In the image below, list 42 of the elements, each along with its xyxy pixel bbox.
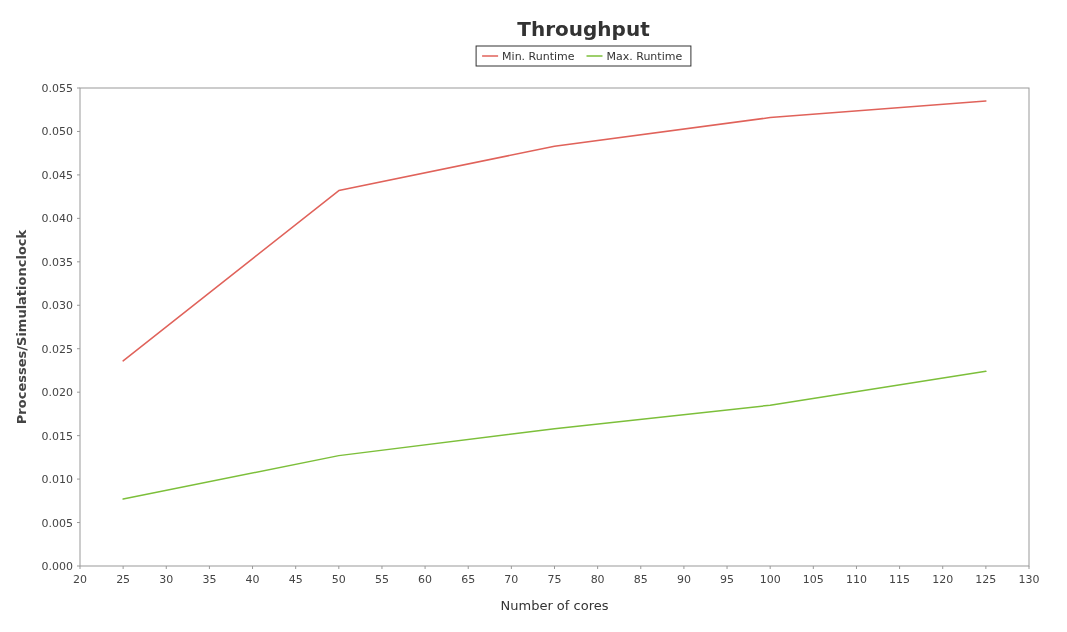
x-tick-label: 115: [889, 573, 911, 586]
x-tick-label: 80: [590, 573, 605, 586]
x-tick-label: 85: [633, 573, 648, 586]
x-tick-label: 45: [288, 573, 303, 586]
legend-label: Min. Runtime: [502, 50, 575, 63]
y-axis-title: Processes/Simulationclock: [14, 229, 29, 425]
y-tick-label: 0.005: [41, 516, 73, 530]
y-tick-label: 0.030: [41, 299, 73, 313]
x-tick-label: 20: [73, 573, 87, 586]
x-tick-label: 75: [547, 573, 562, 586]
x-tick-label: 120: [932, 573, 954, 586]
y-tick-label: 0.045: [41, 168, 73, 182]
y-tick-label: 0.035: [41, 255, 73, 269]
x-tick-label: 90: [676, 573, 691, 586]
y-tick-label: 0.055: [41, 82, 73, 95]
x-tick-label: 100: [759, 573, 781, 586]
x-tick-label: 25: [116, 573, 131, 586]
x-tick-label: 30: [159, 573, 174, 586]
x-tick-label: 125: [975, 573, 997, 586]
y-tick-label: 0.025: [41, 342, 73, 356]
line-series: [122, 100, 987, 362]
x-axis-title: Number of cores: [500, 598, 609, 613]
y-tick-label: 0.015: [41, 429, 73, 443]
x-tick-label: 105: [802, 573, 824, 586]
y-tick-label: 0.020: [41, 386, 73, 400]
x-tick-label: 65: [461, 573, 476, 586]
chart-title: Throughput: [517, 17, 651, 41]
x-tick-label: 35: [202, 573, 217, 586]
x-tick-label: 40: [245, 573, 260, 586]
y-tick-label: 0.010: [41, 473, 73, 487]
y-tick-label: 0.000: [41, 560, 73, 573]
x-tick-label: 50: [331, 573, 346, 586]
x-tick-label: 70: [504, 573, 519, 586]
x-tick-label: 55: [374, 573, 389, 586]
x-tick-label: 95: [720, 573, 735, 586]
x-tick-label: 110: [845, 573, 867, 586]
legend-label: Max. Runtime: [606, 50, 683, 63]
x-tick-label: 130: [1018, 573, 1040, 586]
x-tick-label: 60: [418, 573, 433, 586]
line-series: [122, 370, 987, 500]
y-tick-label: 0.040: [41, 212, 73, 226]
y-tick-label: 0.050: [41, 125, 73, 139]
